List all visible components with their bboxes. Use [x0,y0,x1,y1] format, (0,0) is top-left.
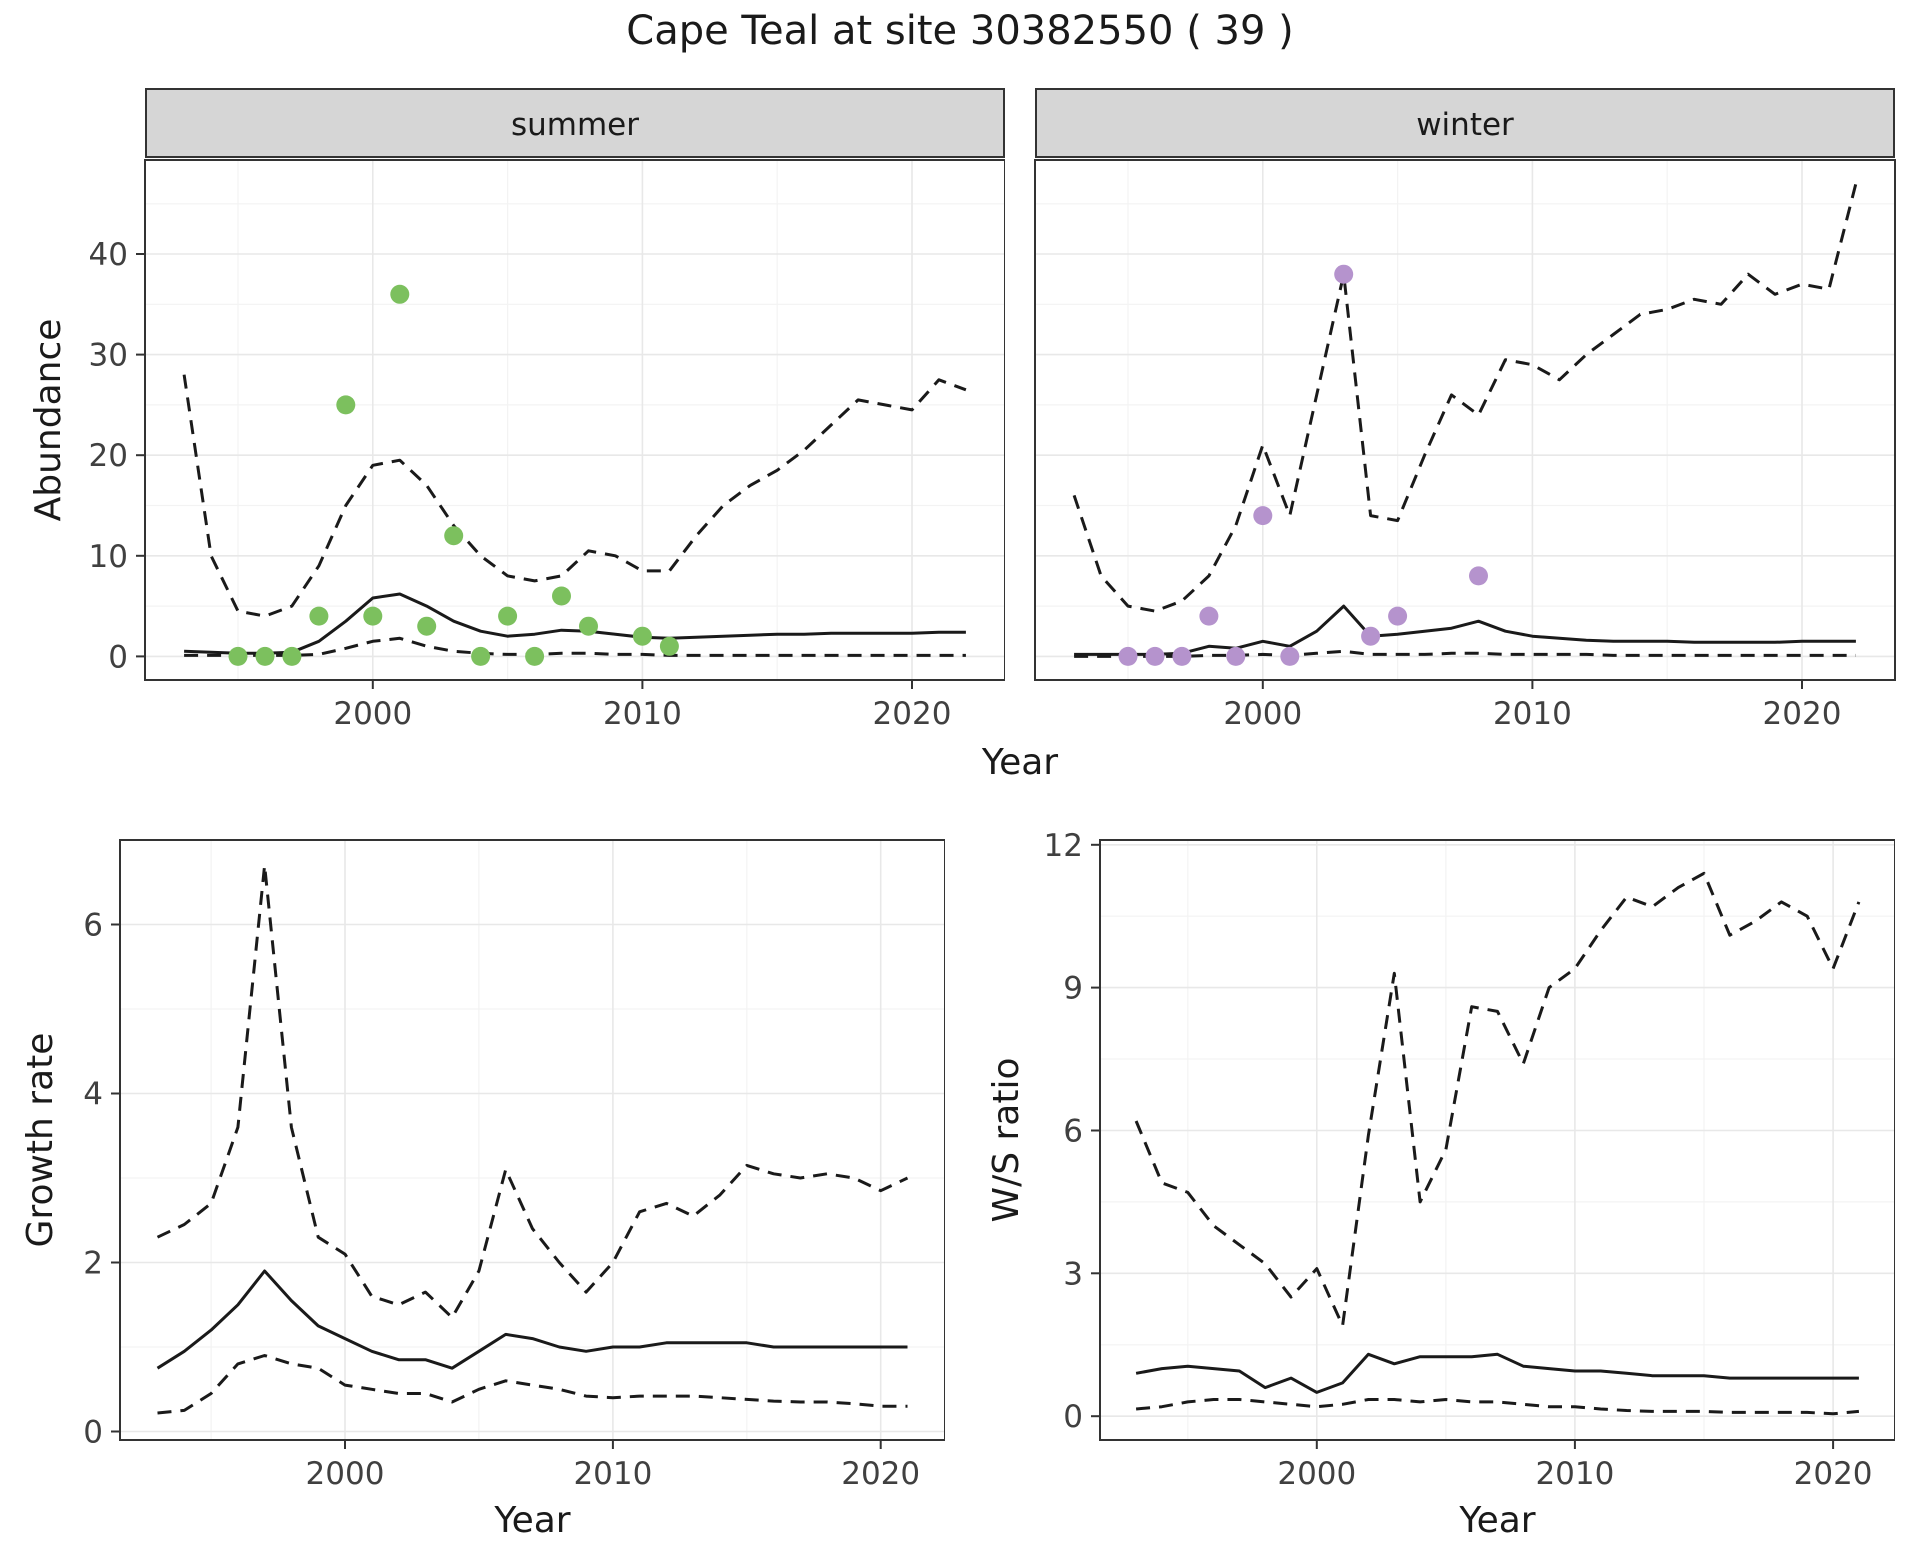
credible-interval-line [1074,649,1856,658]
observed-count-point [498,606,518,626]
x-tick-label: 2020 [841,1456,920,1492]
fitted-median-line [1074,604,1856,656]
observed-count-point [579,616,598,636]
observed-count-point [1361,626,1381,646]
x-axis-title-year-ws: Year [1459,1500,1536,1541]
observed-count-point [363,606,383,626]
observed-count-point [1280,646,1300,666]
credible-interval-line [1134,871,1861,1328]
observed-count-point [1469,566,1488,586]
observed-count-point [282,646,302,666]
fitted-median-line [184,592,966,655]
x-tick-label: 2000 [333,696,412,732]
credible-interval-line [1135,1398,1860,1416]
y-tick-label: 3 [1063,1256,1083,1292]
chart-abundance-summer-panel: 2000 2010 2020 0 10 20 30 40 [89,159,1005,732]
observed-count-point [1145,646,1165,666]
x-tick-label: 2010 [1535,1456,1614,1492]
credible-interval-line [156,863,909,1319]
panel-background [120,840,945,1440]
x-tick-label: 2020 [873,696,952,732]
panel-background [145,160,1005,680]
observed-count-point [471,646,491,666]
observed-count-point [417,616,437,636]
chart-abundance-winter-panel: 2000 2010 2020 [1034,159,1896,732]
credible-interval-line [1072,183,1858,613]
observed-count-point [336,395,356,415]
chart-title: Cape Teal at site 30382550 ( 39 ) [626,8,1294,54]
chart-ws-ratio-panel: 2000 2010 2020 0 3 6 9 12 [1044,832,1895,1492]
x-tick-label: 2020 [1794,1456,1873,1492]
y-tick-label: 0 [1063,1399,1083,1435]
y-tick-label: 12 [1044,832,1083,864]
observed-count-point [632,626,652,646]
y-tick-label: 0 [83,1415,103,1451]
x-tick-label: 2010 [1493,696,1572,732]
credible-interval-line [157,1354,908,1415]
x-tick-label: 2020 [1763,696,1842,732]
observed-count-point [1388,606,1408,626]
y-tick-label: 40 [89,237,128,273]
credible-interval-line [182,374,967,618]
facet-strip-winter: winter [1035,88,1895,158]
observed-count-point [309,606,329,626]
panel-border [144,159,1005,681]
y-tick-label: 6 [1063,1114,1083,1150]
panel-border [1099,839,1895,1441]
panel-border [119,839,945,1441]
y-tick-label: 9 [1063,971,1083,1007]
y-tick-label: 30 [89,338,128,374]
x-axis-title-year-growth: Year [494,1500,571,1541]
x-tick-label: 2000 [306,1456,385,1492]
fitted-median-line [156,1269,908,1370]
y-tick-label: 4 [83,1077,103,1113]
panel-background [1035,160,1895,680]
x-tick-label: 2010 [573,1456,652,1492]
credible-interval-line [184,636,966,657]
chart-growth-rate-panel: 2000 2010 2020 0 2 4 6 [83,839,945,1492]
x-tick-label: 2000 [1277,1456,1356,1492]
observed-count-point [255,646,275,666]
observed-count-point [1253,506,1273,526]
observed-count-point [659,636,679,656]
y-tick-label: 6 [83,908,103,944]
observed-count-point [1118,646,1138,666]
facet-strip-summer: summer [145,88,1005,158]
observed-count-point [228,646,248,666]
y-tick-label: 2 [83,1246,103,1282]
y-tick-label: 10 [89,539,128,575]
observed-count-point [1172,646,1192,666]
observed-count-point [1226,646,1246,666]
fitted-median-line [1135,1352,1859,1394]
observed-count-point [1334,264,1354,284]
y-tick-label: 0 [108,639,128,675]
observed-count-point [1199,606,1219,626]
observed-count-point [390,284,410,304]
panel-border [1034,159,1896,681]
x-tick-label: 2000 [1223,696,1302,732]
observed-count-point [552,586,571,606]
x-axis-title-year-top: Year [981,742,1059,783]
panel-background [1100,840,1895,1440]
x-tick-label: 2010 [603,696,682,732]
observed-count-point [444,526,464,546]
y-tick-label: 20 [89,438,128,474]
observed-count-point [525,646,545,666]
